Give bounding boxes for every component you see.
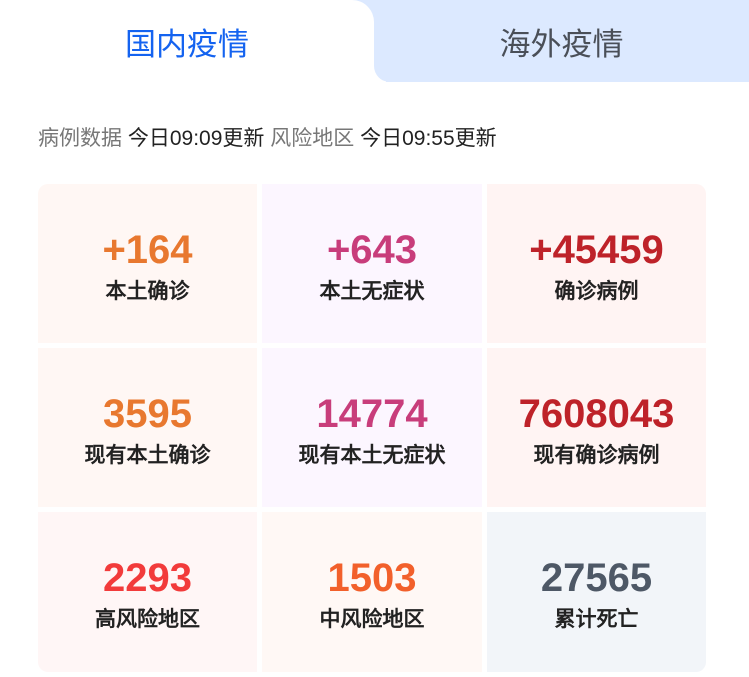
stat-card: 27565 累计死亡 [487,512,706,672]
stat-value: 2293 [103,556,192,600]
tab-domestic[interactable]: 国内疫情 [0,0,374,82]
stat-value: 1503 [327,556,417,600]
tab-overseas[interactable]: 海外疫情 [374,0,749,82]
stat-label: 累计死亡 [554,608,639,631]
risk-area-label: 风险地区 [270,127,355,150]
stat-value: +643 [326,227,418,272]
stat-card: 14774 现有本土无症状 [262,348,482,507]
stats-grid: +164 本土确诊 +643 本土无症状 +45459 确诊病例 3595 现有本土确诊 147… [38,184,706,672]
tab-bar: 国内疫情 海外疫情 [0,0,749,84]
stat-value: 7608043 [518,391,675,436]
stat-card: 3595 现有本土确诊 [38,348,257,507]
stat-card: +45459 确诊病例 [487,184,706,343]
stat-label: 本土无症状 [319,279,425,303]
stat-label: 本土确诊 [105,279,190,303]
stat-card: +164 本土确诊 [38,184,257,343]
case-update-time: 今日09:09更新 [127,127,265,150]
stat-card: 1503 中风险地区 [262,512,482,672]
stat-label: 中风险地区 [319,608,425,631]
stat-label: 确诊病例 [554,279,639,303]
stat-value: 14774 [316,391,428,436]
update-info: 病例数据 今日09:09更新 风险地区 今日09:55更新 [38,122,497,152]
stat-label: 现有本土无症状 [298,443,446,467]
stat-label: 现有确诊病例 [533,443,660,467]
stat-label: 现有本土确诊 [84,443,211,467]
risk-update-time: 今日09:55更新 [360,127,497,150]
case-data-label: 病例数据 [38,127,122,150]
stat-card: 2293 高风险地区 [38,512,257,672]
stat-value: 27565 [540,556,653,600]
stat-card: 7608043 现有确诊病例 [487,348,706,507]
stat-value: +45459 [529,227,664,272]
stat-label: 高风险地区 [95,608,200,631]
stat-value: +164 [102,227,193,272]
stat-card: +643 本土无症状 [262,184,482,343]
stat-value: 3595 [103,391,192,436]
